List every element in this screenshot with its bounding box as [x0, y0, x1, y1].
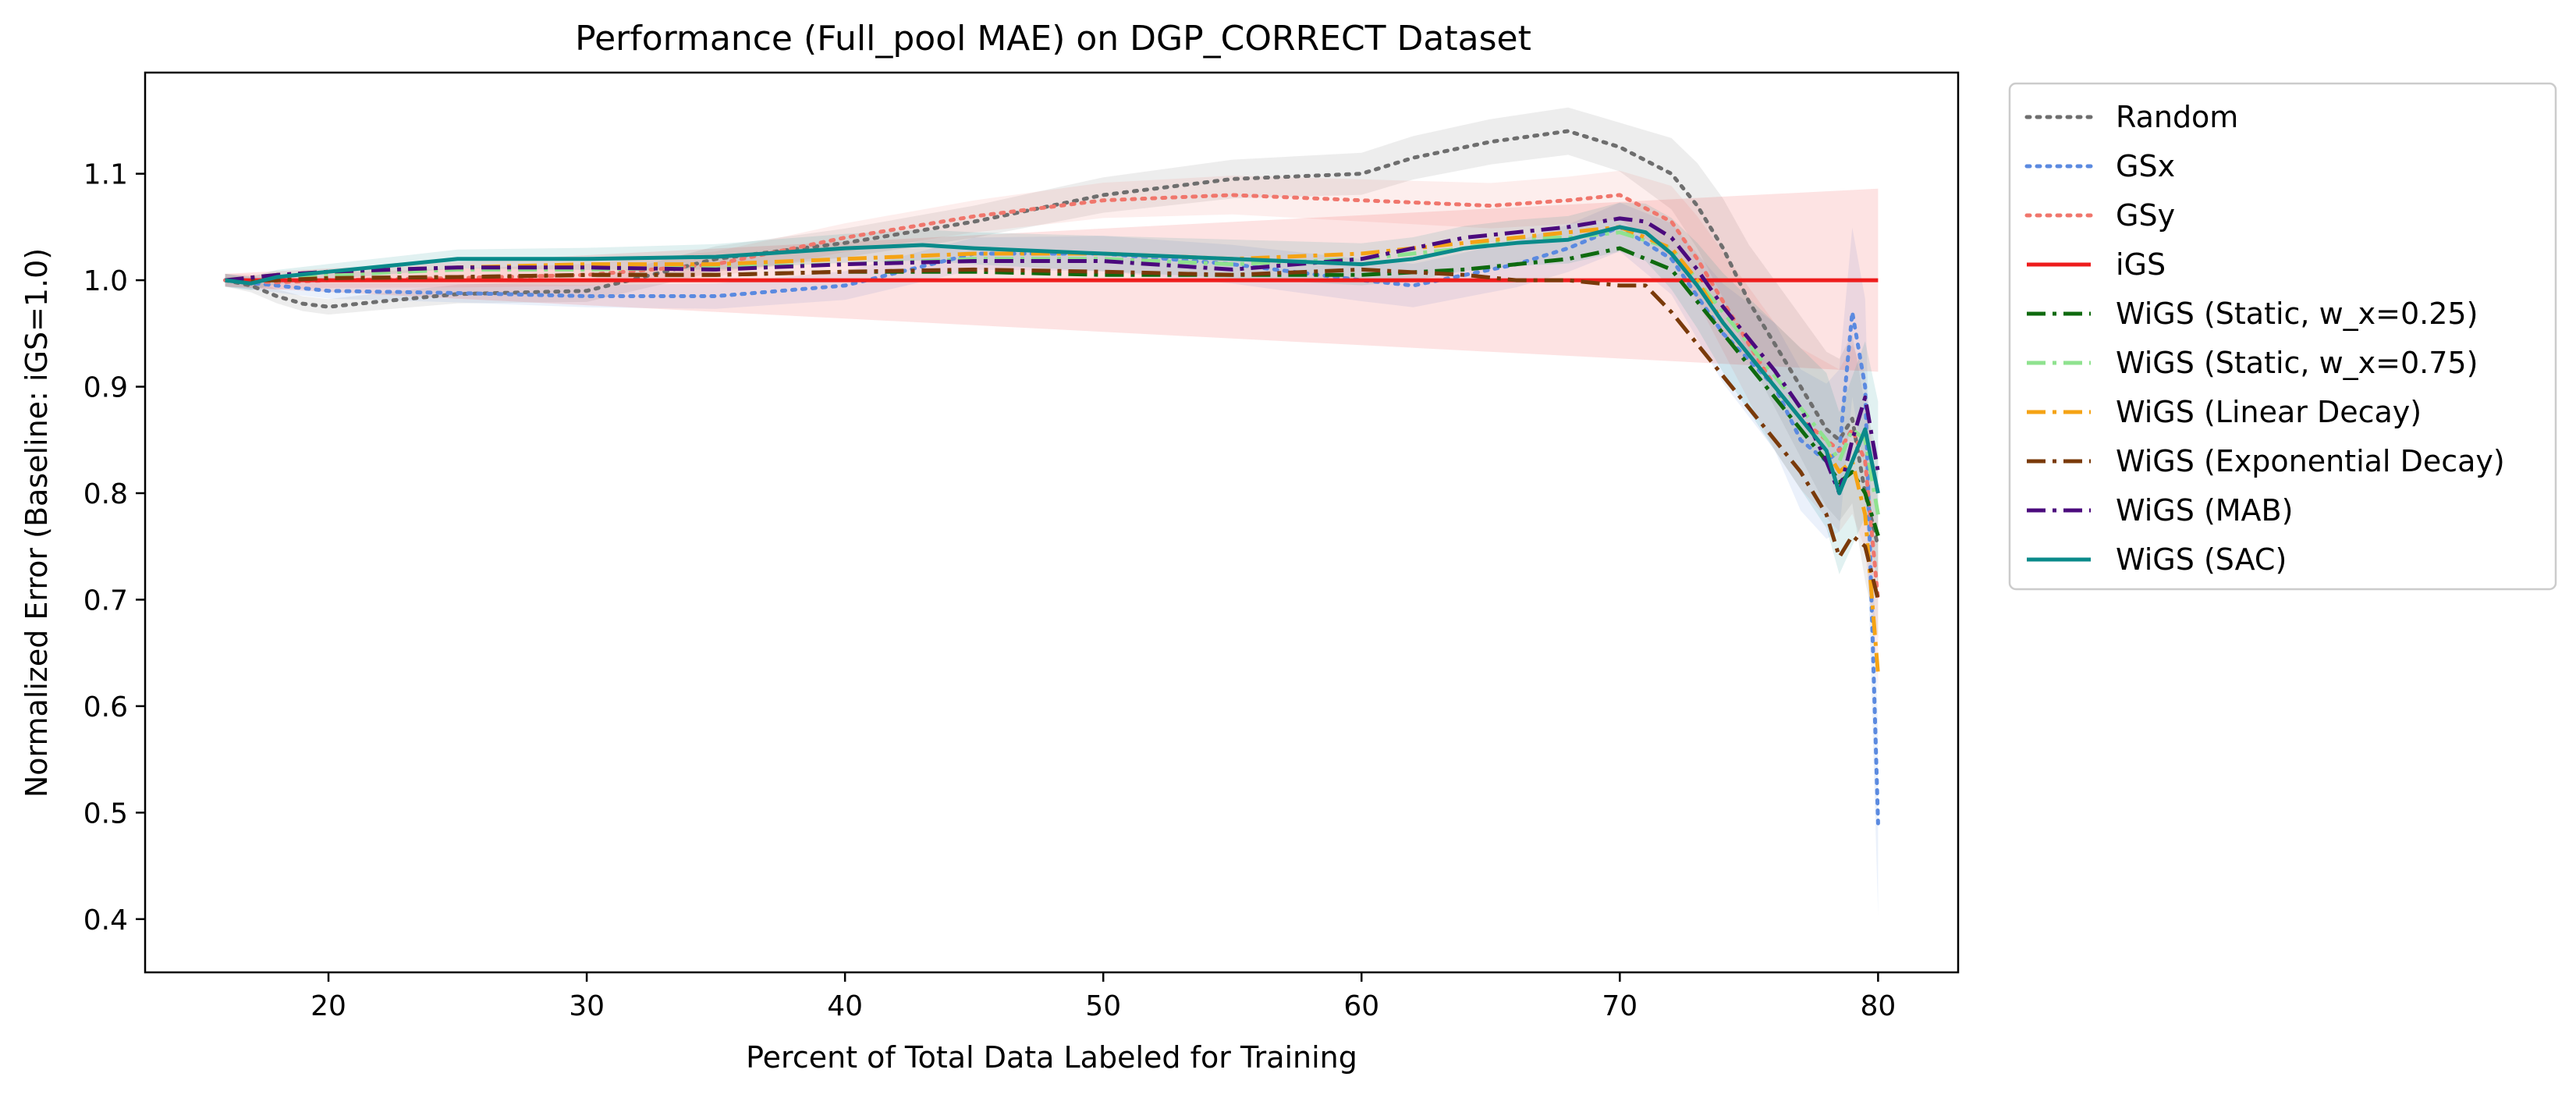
legend-label-wigs-static-w-x-0-75: WiGS (Static, w_x=0.75) [2116, 346, 2478, 380]
legend-label-igs: iGS [2116, 247, 2166, 282]
x-tick-label: 60 [1343, 990, 1379, 1022]
y-tick-label: 0.8 [83, 478, 128, 510]
y-tick-label: 0.5 [83, 798, 128, 830]
y-tick-label: 1.1 [83, 159, 128, 191]
y-tick-label: 0.4 [83, 904, 128, 936]
chart-title: Performance (Full_pool MAE) on DGP_CORRE… [575, 19, 1531, 59]
y-tick-label: 0.6 [83, 691, 128, 723]
x-tick-label: 50 [1085, 990, 1121, 1022]
plot-frame [144, 71, 1960, 974]
x-axis-label: Percent of Total Data Labeled for Traini… [746, 1040, 1357, 1075]
legend-frame [2008, 82, 2557, 591]
x-tick-label: 20 [310, 990, 346, 1022]
legend: Random GSx GSy iGS WiGS (Static, w_x=0.25) Wi… [2008, 82, 2557, 591]
legend-label-wigs-sac: WiGS (SAC) [2116, 542, 2287, 577]
legend-label-wigs-exponential-decay: WiGS (Exponential Decay) [2116, 444, 2505, 478]
x-tick-label: 40 [827, 990, 863, 1022]
band-gsx [225, 202, 1879, 915]
legend-entries: Random GSx GSy iGS WiGS (Static, w_x=0.25) Wi… [2024, 100, 2505, 577]
x-tick-label: 70 [1602, 990, 1637, 1022]
legend-label-wigs-mab: WiGS (MAB) [2116, 493, 2293, 528]
x-tick-label: 30 [569, 990, 605, 1022]
series-lines [223, 129, 1880, 826]
series-line-random [223, 129, 1880, 549]
plot-area [223, 107, 1880, 915]
legend-label-gsx: GSx [2116, 149, 2175, 183]
band-random [225, 107, 1879, 638]
y-tick-label: 0.9 [83, 372, 128, 404]
legend-label-random: Random [2116, 100, 2238, 134]
y-tick-label: 0.7 [83, 585, 128, 617]
legend-label-wigs-linear-decay: WiGS (Linear Decay) [2116, 395, 2422, 429]
y-axis-label: Normalized Error (Baseline: iGS=1.0) [20, 248, 54, 798]
series-line-wigs-exponential-decay [225, 267, 1880, 600]
y-axis-ticks: 0.4 0.5 0.6 0.7 0.8 0.9 1.0 1.1 [83, 159, 145, 936]
y-tick-label: 1.0 [83, 265, 128, 297]
legend-label-gsy: GSy [2116, 198, 2175, 233]
x-axis-ticks: 20 30 40 50 60 70 80 [310, 972, 1896, 1022]
x-tick-label: 80 [1860, 990, 1896, 1022]
legend-label-wigs-static-w-x-0-25: WiGS (Static, w_x=0.25) [2116, 297, 2478, 331]
series-line-wigs-sac [225, 225, 1880, 496]
